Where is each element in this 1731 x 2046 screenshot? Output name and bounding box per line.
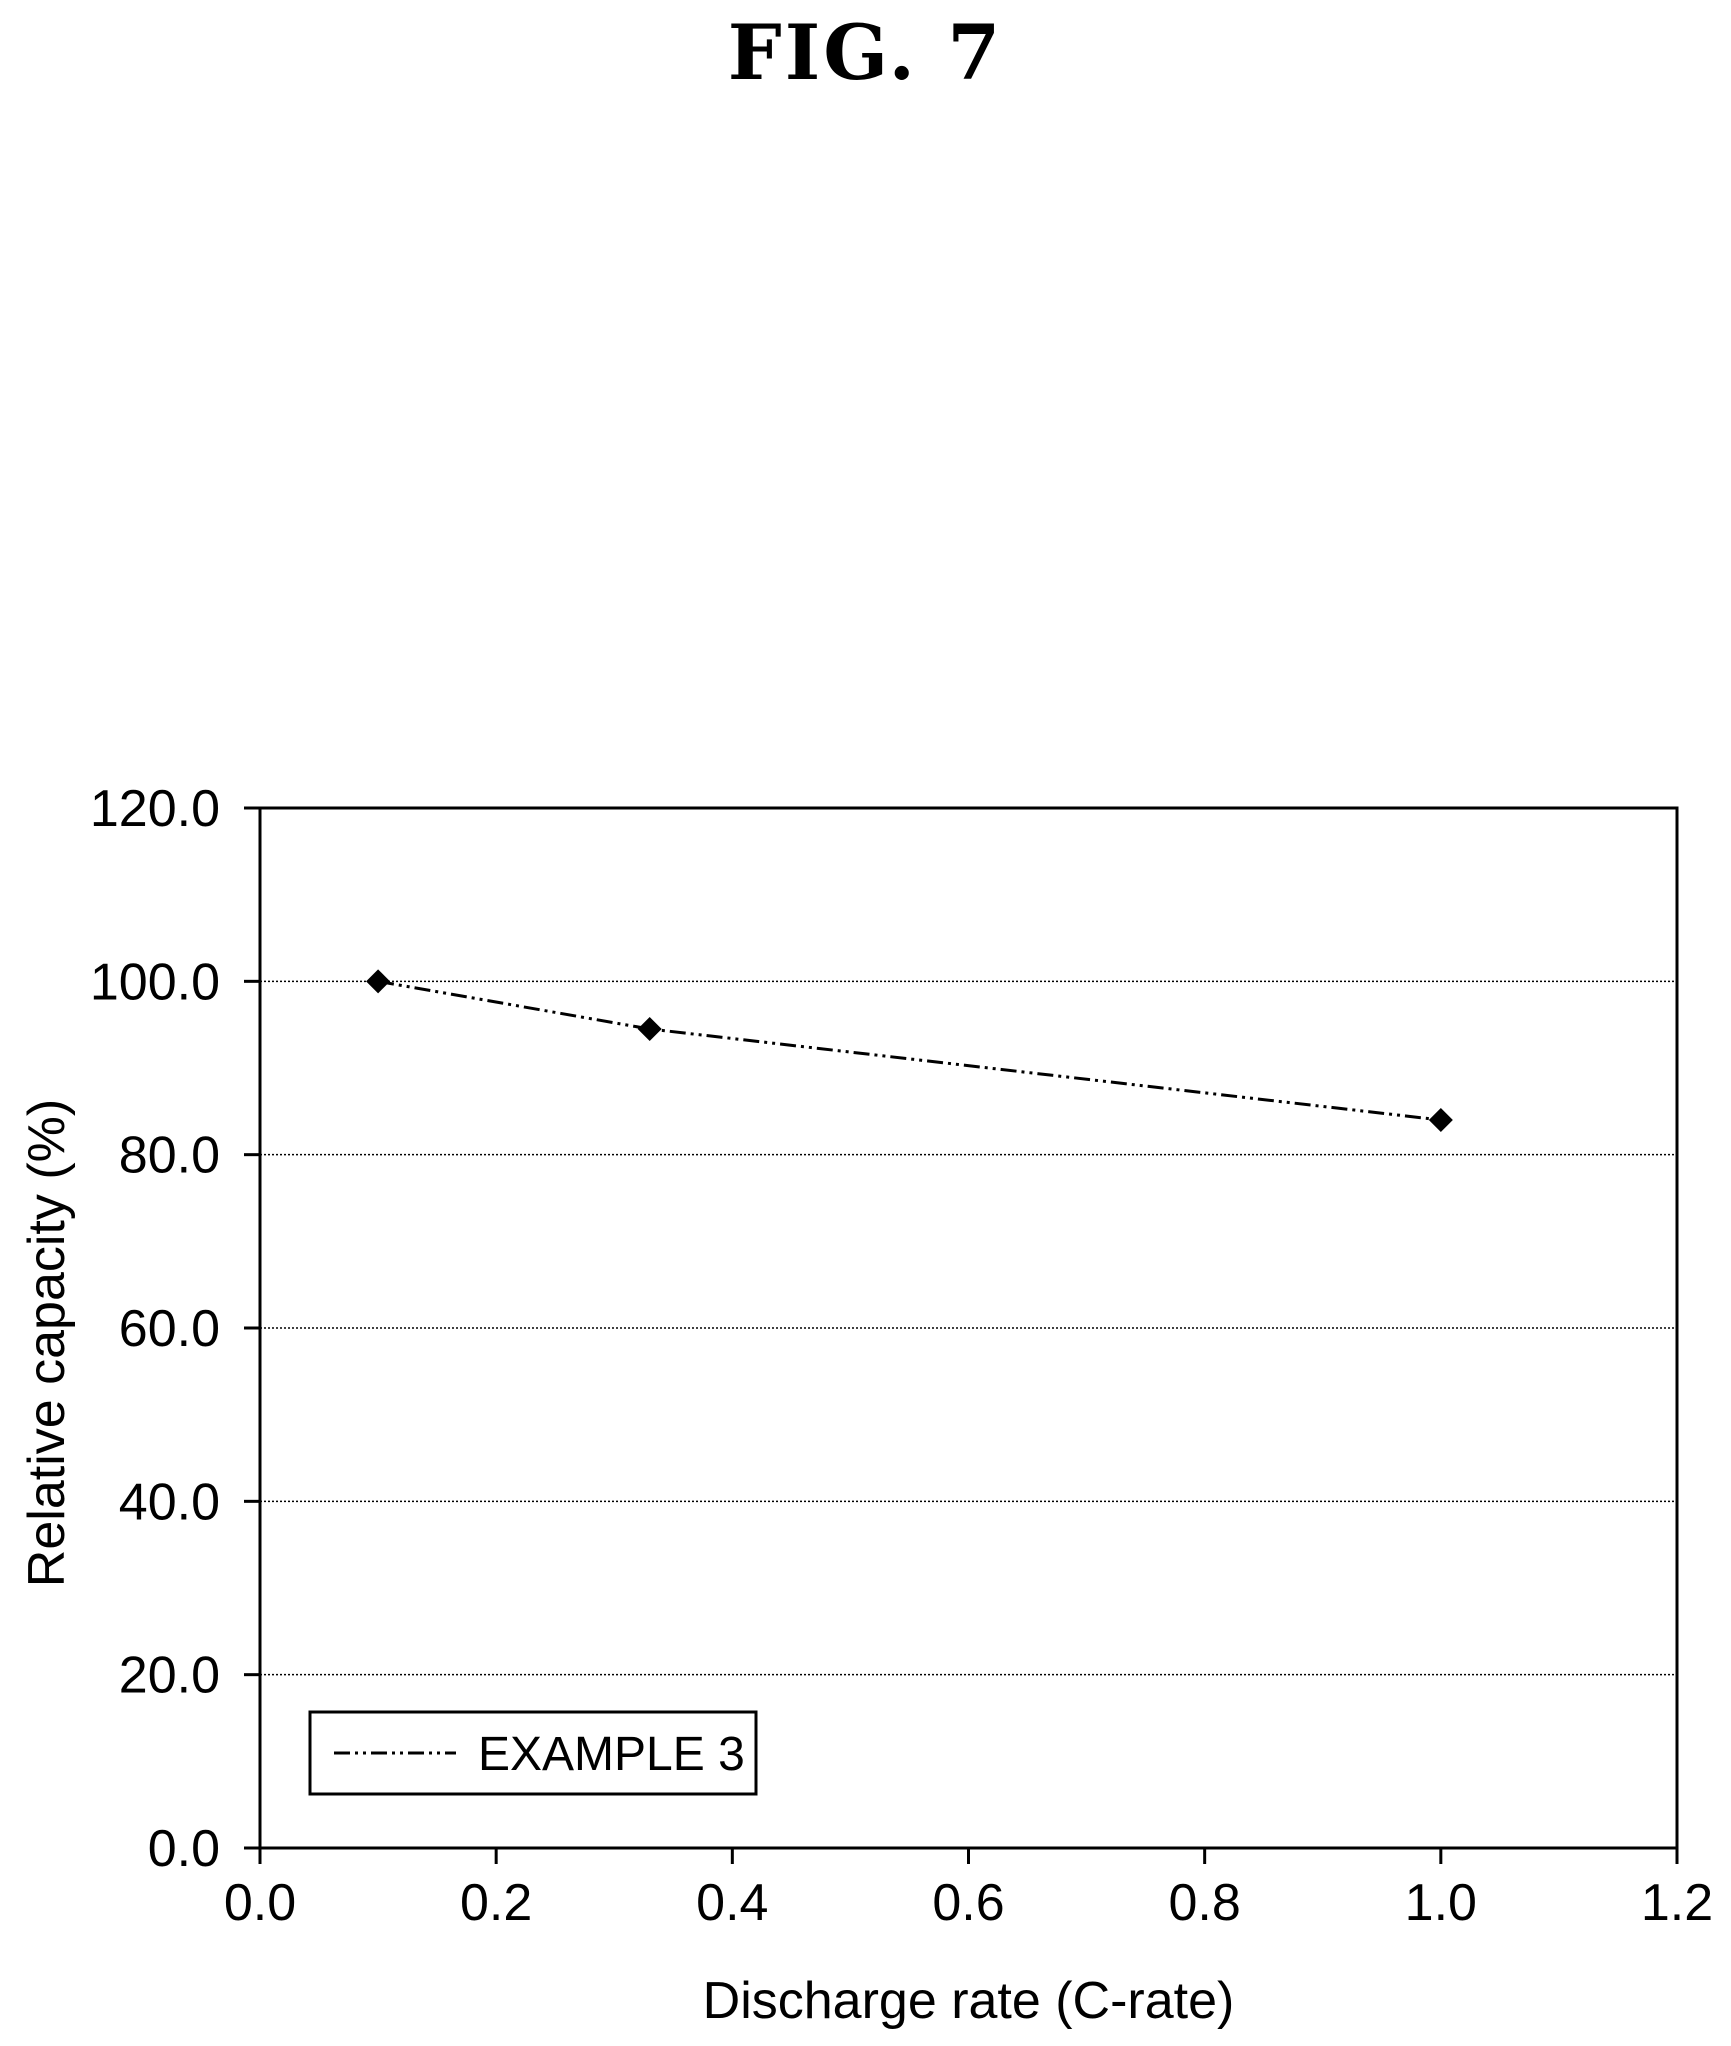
y-tick-label: 0.0 xyxy=(148,1820,220,1878)
data-point xyxy=(366,969,391,994)
legend: EXAMPLE 3 xyxy=(308,1710,758,1796)
y-tick-label: 60.0 xyxy=(119,1300,220,1358)
x-axis-title: Discharge rate (C-rate) xyxy=(703,1972,1235,2030)
y-tick-label: 40.0 xyxy=(119,1473,220,1531)
x-tick-label: 0.6 xyxy=(932,1874,1004,1932)
y-tick-label: 120.0 xyxy=(90,780,220,838)
y-tick-label: 100.0 xyxy=(90,953,220,1011)
x-tick-label: 0.4 xyxy=(696,1874,768,1932)
x-tick-label: 1.2 xyxy=(1641,1874,1713,1932)
y-axis-ticks: 0.0 20.0 40.0 60.0 80.0 100.0 120.0 xyxy=(90,780,260,1878)
legend-label: EXAMPLE 3 xyxy=(478,1728,745,1781)
figure-title: FIG. 7 xyxy=(727,8,1004,97)
data-point xyxy=(637,1017,662,1041)
series-layer xyxy=(366,969,1453,1132)
grid-lines xyxy=(260,980,1677,1676)
y-tick-label: 80.0 xyxy=(119,1127,220,1185)
x-axis-ticks: 0.0 0.2 0.4 0.6 0.8 1.0 1.2 xyxy=(224,1848,1713,1932)
y-axis-title: Relative capacity (%) xyxy=(18,1099,76,1587)
x-tick-label: 0.0 xyxy=(224,1874,296,1932)
series-line xyxy=(377,979,1442,1122)
x-tick-label: 1.0 xyxy=(1405,1874,1477,1932)
x-tick-label: 0.2 xyxy=(460,1874,532,1932)
data-point xyxy=(1428,1108,1453,1132)
y-tick-label: 20.0 xyxy=(119,1647,220,1705)
x-tick-label: 0.8 xyxy=(1169,1874,1241,1932)
